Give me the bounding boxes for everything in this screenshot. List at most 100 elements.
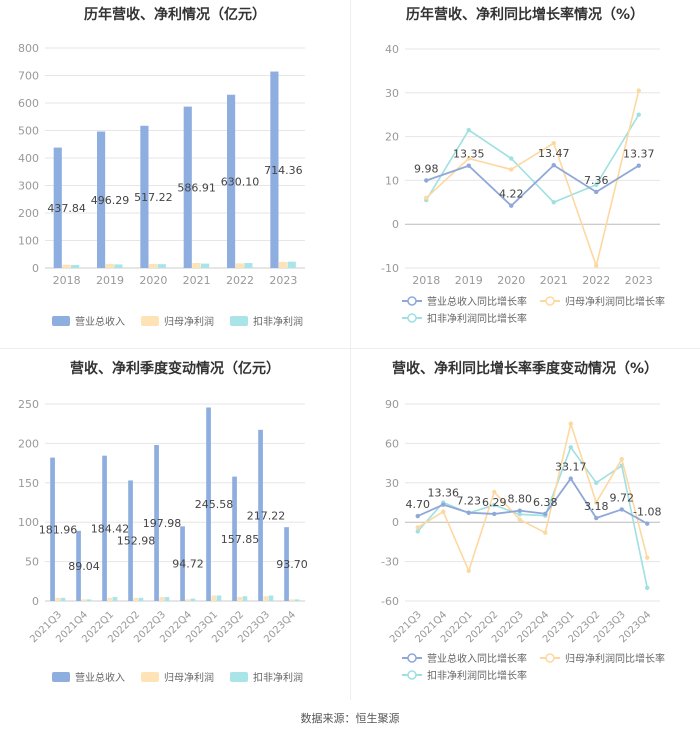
bar-net-profit bbox=[289, 599, 295, 601]
y-tick-label: 250 bbox=[18, 398, 39, 411]
series-point bbox=[466, 568, 471, 573]
series-point bbox=[517, 508, 522, 513]
series-line bbox=[417, 420, 649, 574]
bar-revenue bbox=[232, 476, 237, 601]
series-point bbox=[415, 513, 420, 519]
y-tick-label: 30 bbox=[385, 477, 399, 490]
series-point bbox=[636, 112, 641, 117]
y-tick-label: 40 bbox=[385, 43, 399, 56]
legend-swatch bbox=[230, 316, 248, 326]
series-point bbox=[619, 507, 624, 512]
series-point bbox=[509, 203, 514, 208]
bar-deducted-profit bbox=[138, 597, 144, 601]
bar-deducted-profit bbox=[60, 597, 66, 601]
x-tick-label: 2021 bbox=[540, 274, 568, 287]
bar-revenue bbox=[140, 125, 149, 269]
legend-swatch bbox=[141, 672, 159, 682]
data-label: 13.47 bbox=[538, 147, 570, 160]
legend-label: 扣非净利润 bbox=[253, 671, 303, 684]
series-line bbox=[417, 445, 649, 589]
data-label: 245.58 bbox=[195, 498, 234, 511]
legend-label: 扣非净利润同比增长率 bbox=[427, 312, 527, 325]
data-label: 93.70 bbox=[276, 558, 308, 571]
series-point bbox=[492, 502, 497, 508]
bar-net-profit bbox=[237, 597, 243, 601]
legend-label: 营业总收入同比增长率 bbox=[427, 295, 527, 308]
y-tick-label: 0 bbox=[32, 262, 39, 275]
bar-deducted-profit bbox=[164, 597, 170, 601]
legend-swatch bbox=[52, 316, 70, 326]
y-tick-label: 0 bbox=[392, 516, 399, 529]
bar-revenue bbox=[183, 106, 192, 268]
bar-revenue bbox=[102, 455, 107, 601]
legend-label: 归母净利润 bbox=[164, 671, 214, 684]
x-tick-label: 2018 bbox=[412, 274, 440, 287]
data-label: 13.35 bbox=[453, 148, 485, 161]
legend-marker bbox=[407, 670, 417, 680]
data-label: 630.10 bbox=[221, 175, 260, 188]
legend-label: 扣非净利润 bbox=[253, 315, 303, 328]
data-label: 517.22 bbox=[134, 191, 173, 204]
y-tick-label: 60 bbox=[385, 437, 399, 450]
y-tick-label: -10 bbox=[381, 262, 399, 275]
legend-marker bbox=[407, 296, 417, 306]
legend-swatch bbox=[141, 316, 159, 326]
annual-revenue-bar-chart: 0 100 200 300 400 500 600 700 800 2018 2019 2020 202… bbox=[18, 42, 305, 328]
y-tick-label: 200 bbox=[18, 207, 39, 220]
x-tick-label: 2022 bbox=[582, 274, 610, 287]
series-point bbox=[466, 510, 471, 515]
series-point bbox=[594, 182, 599, 187]
quarterly-growth-panel: 营收、净利同比增长率季度变动情况（%） -60 -30 0 30 60 90 2021Q3 2… bbox=[350, 350, 700, 705]
series-point bbox=[441, 502, 446, 507]
series-point bbox=[594, 263, 599, 269]
y-tick-label: 200 bbox=[18, 437, 39, 450]
series-point bbox=[645, 555, 650, 560]
data-label: -1.08 bbox=[633, 506, 661, 519]
data-label: 437.84 bbox=[47, 202, 86, 215]
legend-label: 归母净利润同比增长率 bbox=[565, 295, 665, 308]
series-point bbox=[492, 489, 497, 495]
y-tick-label: -30 bbox=[381, 556, 399, 569]
y-tick-label: 100 bbox=[18, 516, 39, 529]
legend-label: 营业总收入 bbox=[75, 315, 125, 328]
data-label: 152.98 bbox=[117, 535, 156, 548]
bar-revenue bbox=[97, 131, 106, 268]
data-label: 94.72 bbox=[172, 558, 204, 571]
bar-revenue bbox=[227, 94, 236, 268]
series-point bbox=[543, 511, 548, 517]
legend-swatch bbox=[230, 672, 248, 682]
bar-deducted-profit bbox=[71, 264, 80, 268]
quarterly-revenue-profit-panel: 营收、净利季度变动情况（亿元） 0 50 100 150 200 250 2021Q3 202… bbox=[0, 350, 350, 705]
annual-growth-panel: 历年营收、净利同比增长率情况（%） -10 0 10 20 30 40 2018 2019 20… bbox=[350, 0, 700, 350]
data-label: 6.38 bbox=[533, 496, 558, 509]
quarterly-growth-line-chart: -60-3003060902021Q32021Q42022Q12022Q2202… bbox=[381, 398, 665, 682]
series-point bbox=[645, 521, 650, 526]
bar-net-profit bbox=[185, 599, 191, 601]
series-point bbox=[568, 476, 573, 481]
legend-label: 归母净利润同比增长率 bbox=[565, 652, 665, 665]
y-tick-label: 20 bbox=[385, 131, 399, 144]
bar-net-profit bbox=[235, 263, 244, 268]
y-tick-label: 100 bbox=[18, 235, 39, 248]
bar-net-profit bbox=[62, 264, 71, 268]
bar-deducted-profit bbox=[242, 596, 248, 601]
data-label: 33.17 bbox=[555, 461, 587, 474]
bar-revenue bbox=[180, 526, 185, 601]
legend-label: 营业总收入同比增长率 bbox=[427, 652, 527, 665]
bar-revenue bbox=[206, 407, 211, 601]
bar-revenue bbox=[154, 444, 159, 601]
data-label: 8.80 bbox=[508, 493, 533, 506]
data-label: 496.29 bbox=[91, 194, 130, 207]
chart-title: 营收、净利季度变动情况（亿元） bbox=[70, 361, 280, 377]
series-point bbox=[517, 512, 522, 517]
series-point bbox=[415, 525, 420, 530]
y-tick-label: 0 bbox=[392, 218, 399, 231]
series-point bbox=[424, 178, 429, 183]
series-line bbox=[417, 477, 648, 525]
data-label: 9.98 bbox=[414, 162, 439, 175]
series-line bbox=[425, 114, 640, 204]
series-point bbox=[517, 517, 522, 522]
data-label: 714.36 bbox=[264, 164, 303, 177]
x-tick-label: 2019 bbox=[455, 274, 483, 287]
y-tick-label: 500 bbox=[18, 125, 39, 138]
